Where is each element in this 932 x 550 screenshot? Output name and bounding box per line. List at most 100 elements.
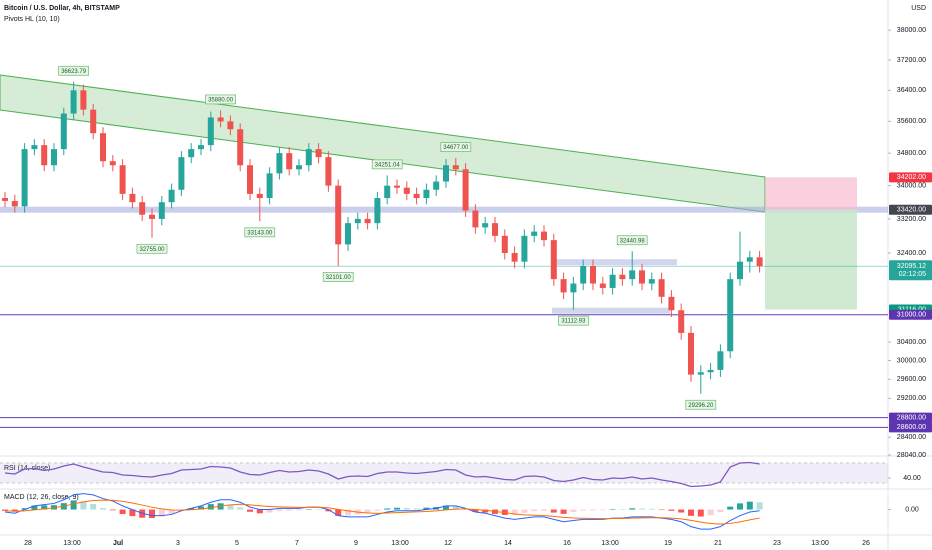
pivot-box xyxy=(322,272,354,282)
macd-histogram-bar xyxy=(247,509,253,512)
candle-body xyxy=(560,279,567,293)
macd-histogram-bar xyxy=(531,509,538,512)
candle-body xyxy=(296,165,302,170)
x-tick-label: 7 xyxy=(295,540,299,547)
candle-body xyxy=(168,189,175,203)
y-tick-label: 28040.00 xyxy=(897,452,926,459)
x-tick-label: 12 xyxy=(444,540,452,547)
macd-histogram-bar xyxy=(227,504,234,510)
candle-body xyxy=(256,193,263,199)
y-tick-label: 28400.00 xyxy=(897,434,926,441)
rsi-band xyxy=(0,463,888,483)
macd-histogram-bar xyxy=(580,509,587,511)
x-tick-label: 16 xyxy=(563,540,571,547)
stop-zone xyxy=(765,177,857,210)
y-tick-label: 34000.00 xyxy=(897,182,926,189)
level-tag xyxy=(889,309,932,320)
candle-body xyxy=(207,117,214,146)
macd-histogram-bar xyxy=(70,500,77,510)
y-tick-label: 32400.00 xyxy=(897,250,926,257)
macd-histogram-bar xyxy=(237,507,244,510)
candle-body xyxy=(109,161,116,166)
candle-body xyxy=(100,133,106,162)
candle-body xyxy=(2,198,8,201)
candle-body xyxy=(305,149,312,166)
macd-histogram-bar xyxy=(21,508,28,510)
x-tick-label: 13:00 xyxy=(391,540,409,547)
candle-body xyxy=(501,235,508,254)
pivot-box xyxy=(440,142,472,152)
candle-body xyxy=(315,149,322,158)
currency: USD xyxy=(911,5,926,12)
y-tick-label: 38000.00 xyxy=(897,27,926,34)
symbol-title: Bitcoin / U.S. Dollar, 4h, BITSTAMP xyxy=(4,5,120,12)
y-tick-label: 40.00 xyxy=(903,475,921,482)
macd-histogram-bar xyxy=(521,509,528,513)
candle-body xyxy=(433,181,440,190)
candle-body xyxy=(492,223,498,236)
rsi-line xyxy=(4,461,760,488)
pivot-box xyxy=(371,159,403,170)
candle-body xyxy=(609,274,616,288)
resistance-box xyxy=(552,259,677,266)
macd-histogram-bar xyxy=(207,504,214,510)
macd-histogram-bar xyxy=(639,508,645,510)
candle-body xyxy=(639,270,645,284)
macd-histogram-bar xyxy=(80,501,87,510)
macd-histogram-bar xyxy=(511,509,518,515)
candle-body xyxy=(237,129,244,166)
macd-histogram-bar xyxy=(668,509,675,511)
candle-body xyxy=(178,157,185,190)
entry-tag-label: 33420.00 xyxy=(897,207,926,214)
pivot-label: 33143.00 xyxy=(247,230,273,236)
entry-tag xyxy=(889,204,932,215)
y-tick-label: 30000.00 xyxy=(897,357,926,364)
macd-histogram-bar xyxy=(315,509,322,510)
candle-body xyxy=(374,198,381,224)
candle-body xyxy=(384,185,391,199)
last-price-label: 32095.12 xyxy=(897,263,926,270)
macd-histogram-bar xyxy=(2,509,8,511)
candle-body xyxy=(521,235,528,262)
candle-body xyxy=(70,90,77,114)
candle-body xyxy=(756,257,763,267)
macd-histogram-bar xyxy=(609,509,616,510)
macd-histogram-bar xyxy=(119,509,126,515)
macd-histogram-bar xyxy=(149,509,155,519)
macd-histogram-bar xyxy=(296,509,302,511)
candle-body xyxy=(198,145,204,150)
candle-body xyxy=(335,185,342,245)
macd-histogram-bar xyxy=(648,508,655,510)
candle-body xyxy=(188,149,195,158)
x-tick-label: 13:00 xyxy=(63,540,81,547)
candle-body xyxy=(276,153,283,174)
pivot-box xyxy=(205,94,236,105)
macd-histogram-bar xyxy=(31,505,38,510)
macd-histogram-bar xyxy=(746,501,753,510)
candle-body xyxy=(423,189,430,199)
macd-histogram-bar xyxy=(256,509,263,514)
candle-body xyxy=(717,351,724,370)
x-tick-label: 13:00 xyxy=(601,540,619,547)
candle-body xyxy=(345,223,351,245)
macd-histogram-bar xyxy=(599,509,606,511)
candle-body xyxy=(354,218,361,224)
candle-body xyxy=(31,145,38,150)
candle-body xyxy=(139,202,146,215)
x-tick-label: 23 xyxy=(773,540,781,547)
last-price-tag xyxy=(889,260,932,281)
candle-body xyxy=(550,240,557,280)
candle-body xyxy=(286,153,293,170)
candle-body xyxy=(570,283,577,293)
pivot-box xyxy=(558,315,589,326)
y-tick-label: 34800.00 xyxy=(897,150,926,157)
macd-histogram-bar xyxy=(364,509,371,514)
y-tick-label: 33200.00 xyxy=(897,216,926,223)
macd-histogram-bar xyxy=(590,509,596,511)
pivot-label: 36623.79 xyxy=(61,69,87,75)
candle-body xyxy=(41,145,48,166)
candle-body xyxy=(413,193,420,199)
macd-line xyxy=(4,499,760,525)
x-tick-label: 28 xyxy=(24,540,32,547)
x-tick-label: 9 xyxy=(354,540,358,547)
